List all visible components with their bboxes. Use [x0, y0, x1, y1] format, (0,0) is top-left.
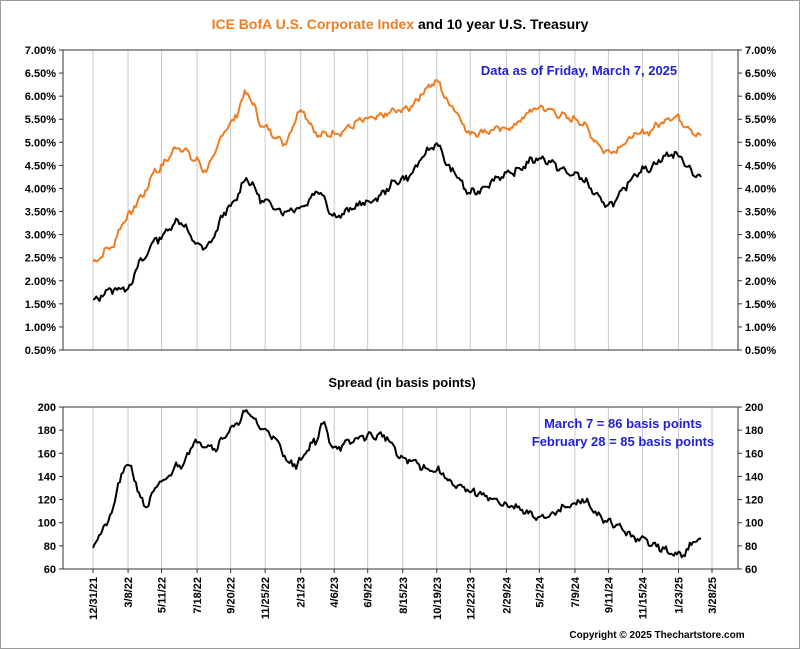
y-tick-label: 180: [745, 425, 763, 437]
x-tick-label: 11/25/22: [260, 577, 272, 619]
y-tick-label: 60: [745, 564, 757, 576]
chart-title-part2: and 10 year U.S. Treasury: [414, 16, 589, 32]
y-tick-label: 80: [44, 541, 56, 553]
y-tick-label: 1.00%: [745, 322, 776, 334]
y-tick-label: 2.00%: [745, 276, 776, 288]
x-tick-label: 11/15/24: [637, 576, 649, 619]
y-tick-label: 5.00%: [25, 137, 56, 149]
x-tick-label: 5/2/24: [534, 576, 546, 607]
y-tick-label: 4.50%: [745, 160, 776, 172]
y-tick-label: 140: [38, 471, 56, 483]
data-as-of-note: Data as of Friday, March 7, 2025: [481, 63, 677, 78]
y-tick-label: 5.00%: [745, 137, 776, 149]
y-tick-label: 7.00%: [25, 45, 56, 57]
y-tick-label: 4.50%: [25, 160, 56, 172]
x-tick-label: 7/9/24: [570, 576, 582, 607]
x-axis-ticks: 12/31/21 3/8/22 5/11/22 7/18/22 9/20/22 11/25…: [88, 569, 719, 620]
spread-line: [92, 409, 702, 559]
y-tick-label: 3.00%: [745, 230, 776, 242]
y-tick-label: 60: [44, 564, 56, 576]
x-tick-label: 4/6/23: [329, 577, 341, 608]
x-tick-label: 2/29/24: [501, 576, 513, 614]
y-tick-label: 5.50%: [25, 114, 56, 126]
y-tick-label: 3.50%: [745, 207, 776, 219]
spread-annotation-2: February 28 = 85 basis points: [532, 434, 714, 449]
y-tick-label: 3.00%: [25, 230, 56, 242]
y-tick-label: 4.00%: [25, 183, 56, 195]
y-tick-label: 80: [745, 541, 757, 553]
y-tick-label: 6.00%: [745, 91, 776, 103]
y-tick-label: 200: [745, 402, 763, 414]
bottom-y-axis-left: 60 80 100 120 140 160 180 200: [38, 402, 63, 576]
y-tick-label: 100: [745, 518, 763, 530]
bottom-y-axis-right: 60 80 100 120 140 160 180 200: [738, 402, 763, 576]
y-tick-label: 1.50%: [25, 299, 56, 311]
y-tick-label: 200: [38, 402, 56, 414]
x-tick-label: 1/23/25: [674, 577, 686, 614]
top-y-axis-right: 0.50% 1.00% 1.50% 2.00% 2.50% 3.00% 3.50% 4.00%…: [738, 45, 776, 357]
y-tick-label: 0.50%: [745, 345, 776, 357]
y-tick-label: 6.00%: [25, 91, 56, 103]
y-tick-label: 4.00%: [745, 183, 776, 195]
y-tick-label: 2.00%: [25, 276, 56, 288]
spread-annotation-1: March 7 = 86 basis points: [544, 416, 702, 431]
y-tick-label: 120: [745, 495, 763, 507]
y-tick-label: 2.50%: [25, 253, 56, 265]
x-tick-label: 9/20/22: [226, 577, 238, 614]
y-tick-label: 6.50%: [745, 68, 776, 80]
y-tick-label: 0.50%: [25, 345, 56, 357]
chart-title: ICE BofA U.S. Corporate Index and 10 yea…: [212, 16, 589, 32]
y-tick-label: 6.50%: [25, 68, 56, 80]
top-grid: [92, 50, 713, 350]
x-tick-label: 12/31/21: [88, 577, 100, 620]
x-tick-label: 12/22/23: [465, 577, 477, 620]
y-tick-label: 1.50%: [745, 299, 776, 311]
y-tick-label: 100: [38, 518, 56, 530]
y-tick-label: 7.00%: [745, 45, 776, 57]
y-tick-label: 2.50%: [745, 253, 776, 265]
y-tick-label: 3.50%: [25, 207, 56, 219]
x-tick-label: 10/19/23: [432, 577, 444, 620]
x-tick-label: 5/11/22: [157, 577, 169, 613]
y-tick-label: 180: [38, 425, 56, 437]
top-plot-area: [62, 49, 739, 351]
x-tick-label: 3/8/22: [123, 577, 135, 608]
corporate-index-line: [92, 79, 702, 263]
x-tick-label: 8/15/23: [398, 577, 410, 614]
y-tick-label: 120: [38, 495, 56, 507]
x-tick-label: 6/9/23: [363, 577, 375, 608]
chart-title-part1: ICE BofA U.S. Corporate Index: [212, 16, 415, 32]
x-tick-label: 7/18/22: [192, 577, 204, 614]
top-y-axis-left: 0.50% 1.00% 1.50% 2.00% 2.50% 3.00% 3.50% 4.00%…: [25, 45, 63, 357]
y-tick-label: 5.50%: [745, 114, 776, 126]
y-tick-label: 160: [38, 448, 56, 460]
spread-title: Spread (in basis points): [328, 375, 475, 390]
treasury-line: [92, 142, 702, 302]
x-tick-label: 3/28/25: [707, 577, 719, 614]
bottom-plot-area: [62, 406, 739, 570]
y-tick-label: 160: [745, 448, 763, 460]
y-tick-label: 140: [745, 471, 763, 483]
x-tick-label: 9/11/24: [603, 576, 615, 613]
bottom-grid: [92, 407, 713, 569]
y-tick-label: 1.00%: [25, 322, 56, 334]
x-tick-label: 2/1/23: [296, 577, 308, 608]
copyright: Copyright © 2025 Thechartstore.com: [569, 630, 744, 641]
